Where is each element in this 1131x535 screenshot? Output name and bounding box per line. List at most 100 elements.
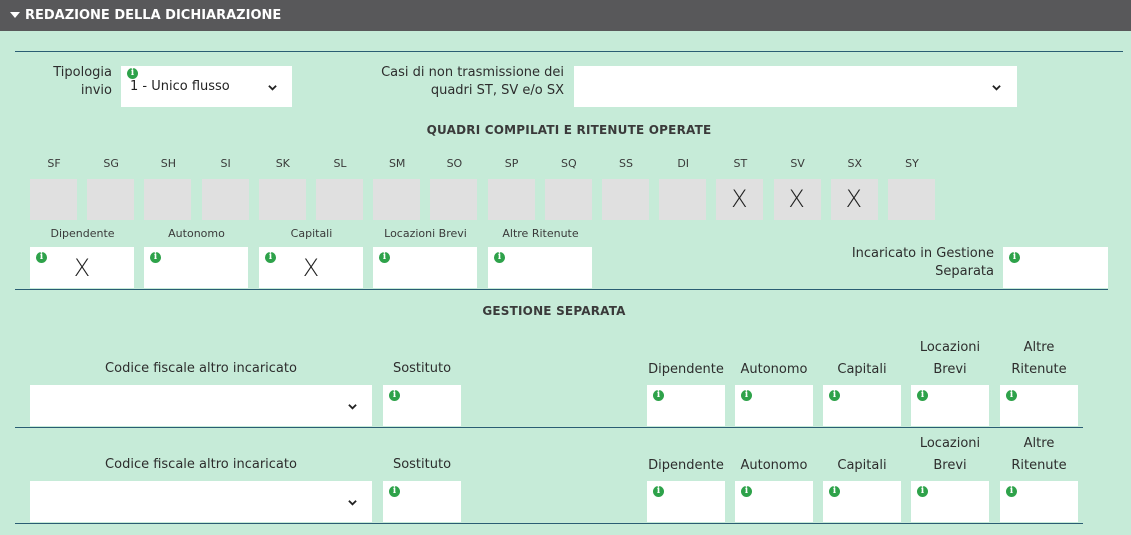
quadro-checkbox[interactable]: [201, 179, 249, 220]
quadro-checkbox[interactable]: [888, 179, 935, 220]
quadro-label: SP: [504, 157, 519, 170]
check-mark: X: [845, 185, 863, 213]
ritenuta-label: Dipendente: [50, 227, 115, 240]
chevron-down-icon: [992, 85, 1001, 91]
cf-select[interactable]: [30, 385, 372, 426]
quadro-label: SI: [220, 157, 231, 170]
info-icon[interactable]: i: [389, 486, 400, 497]
incaricato-checkbox[interactable]: i: [1003, 247, 1108, 288]
quadro-checkbox[interactable]: [544, 179, 592, 220]
ritenuta-checkbox[interactable]: i: [144, 247, 248, 288]
gs-col-label: Dipendente: [648, 362, 724, 377]
cf-label: Codice fiscale altro incaricato: [105, 457, 297, 472]
gs-checkbox[interactable]: i: [735, 385, 813, 426]
gs-checkbox[interactable]: i: [823, 385, 901, 426]
info-icon[interactable]: i: [379, 252, 390, 263]
gs-checkbox[interactable]: i: [647, 385, 725, 426]
quadro-label: DI: [677, 157, 690, 170]
quadro-label: SM: [388, 157, 406, 170]
gs-col-label: Locazioni Brevi: [919, 436, 981, 473]
section-header[interactable]: REDAZIONE DELLA DICHIARAZIONE: [0, 0, 1131, 31]
quadro-checkbox[interactable]: X: [716, 179, 764, 220]
ritenuta-checkbox[interactable]: i: [373, 247, 477, 288]
gs-checkbox[interactable]: i: [735, 481, 813, 522]
gs-col-label: Capitali: [837, 458, 887, 473]
divider: [15, 289, 1108, 290]
info-icon[interactable]: i: [150, 252, 161, 263]
ritenuta-checkbox[interactable]: i: [488, 247, 592, 288]
gs-checkbox[interactable]: i: [1000, 385, 1078, 426]
info-icon[interactable]: i: [741, 486, 752, 497]
quadro-checkbox[interactable]: [430, 179, 478, 220]
ritenuta-label: Autonomo: [168, 227, 225, 240]
info-icon[interactable]: i: [917, 486, 928, 497]
info-icon[interactable]: i: [653, 486, 664, 497]
info-icon[interactable]: i: [741, 390, 752, 401]
quadro-checkbox[interactable]: [30, 179, 77, 220]
check-mark: X: [302, 254, 320, 282]
quadro-label: SQ: [560, 157, 577, 170]
quadro-checkbox[interactable]: [316, 179, 363, 220]
gs-checkbox[interactable]: i: [911, 481, 989, 522]
quadro-checkbox[interactable]: [487, 179, 535, 220]
section-title: REDAZIONE DELLA DICHIARAZIONE: [25, 8, 282, 23]
info-icon[interactable]: i: [389, 390, 400, 401]
gestione-title: GESTIONE SEPARATA: [482, 304, 626, 318]
info-icon[interactable]: i: [829, 390, 840, 401]
tipologia-value: 1 - Unico flusso: [130, 79, 230, 94]
divider: [15, 523, 1083, 524]
info-icon[interactable]: i: [917, 390, 928, 401]
check-mark: X: [788, 185, 805, 213]
gs-col-label: Altre Ritenute: [1011, 436, 1067, 473]
gs-checkbox[interactable]: i: [911, 385, 989, 426]
sostituto-input[interactable]: i: [383, 385, 461, 426]
quadro-label: ST: [733, 157, 748, 170]
gs-checkbox[interactable]: i: [1000, 481, 1078, 522]
info-icon[interactable]: i: [1006, 486, 1017, 497]
quadro-checkbox[interactable]: [87, 179, 135, 220]
quadro-label: SV: [790, 157, 805, 170]
tipologia-select[interactable]: i 1 - Unico flusso: [121, 66, 292, 107]
quadro-checkbox[interactable]: X: [830, 179, 878, 220]
gs-col-label: Locazioni Brevi: [919, 340, 981, 377]
info-icon[interactable]: i: [653, 390, 664, 401]
chevron-down-icon: [348, 404, 357, 410]
quadro-checkbox[interactable]: [659, 179, 707, 220]
gs-col-label: Autonomo: [740, 362, 808, 377]
sostituto-input[interactable]: i: [383, 481, 461, 522]
check-mark: X: [73, 254, 91, 282]
tipologia-label: Tipologia invio: [53, 65, 112, 98]
quadro-checkbox[interactable]: [258, 179, 306, 220]
gs-col-label: Altre Ritenute: [1011, 340, 1067, 377]
info-icon[interactable]: i: [36, 252, 47, 263]
gs-col-label: Autonomo: [740, 458, 808, 473]
chevron-down-icon: [348, 500, 357, 506]
quadro-label: SK: [275, 157, 290, 170]
info-icon[interactable]: i: [1009, 252, 1020, 263]
info-icon[interactable]: i: [265, 252, 276, 263]
quadro-label: SL: [333, 157, 347, 170]
info-icon[interactable]: i: [494, 252, 505, 263]
gs-checkbox[interactable]: i: [823, 481, 901, 522]
gs-col-label: Capitali: [837, 362, 887, 377]
info-icon[interactable]: i: [1006, 390, 1017, 401]
cf-select[interactable]: [30, 481, 372, 522]
info-icon[interactable]: i: [829, 486, 840, 497]
gs-col-label: Dipendente: [648, 458, 724, 473]
quadro-checkbox[interactable]: [144, 179, 192, 220]
sostituto-label: Sostituto: [392, 361, 452, 376]
ritenuta-label: Locazioni Brevi: [384, 227, 467, 240]
info-icon[interactable]: i: [127, 68, 138, 79]
ritenuta-label: Capitali: [290, 227, 333, 240]
cf-label: Codice fiscale altro incaricato: [105, 361, 297, 376]
ritenuta-label: Altre Ritenute: [502, 227, 579, 240]
casi-select[interactable]: [574, 66, 1017, 107]
gs-checkbox[interactable]: i: [647, 481, 725, 522]
quadro-checkbox[interactable]: X: [773, 179, 821, 220]
quadro-checkbox[interactable]: [602, 179, 649, 220]
quadro-label: SS: [619, 157, 633, 170]
quadro-label: SF: [47, 157, 61, 170]
quadro-checkbox[interactable]: [373, 179, 421, 220]
